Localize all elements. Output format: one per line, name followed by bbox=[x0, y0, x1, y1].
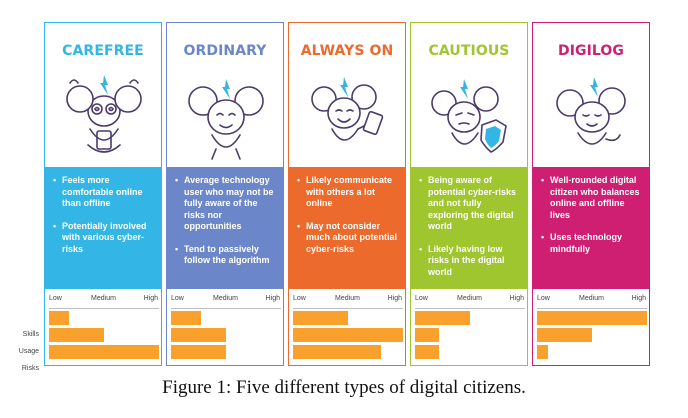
level-scale: Low Medium High bbox=[167, 289, 283, 367]
tick-high: High bbox=[631, 295, 646, 302]
bullet-point: Likely having low risks in the digital w… bbox=[419, 244, 521, 279]
tick-low: Low bbox=[171, 295, 184, 302]
bullet-point: Likely communicate with others a lot onl… bbox=[297, 175, 399, 210]
bullet-point: Feels more comfortable online than offli… bbox=[53, 175, 155, 210]
bullet-point: Potentially involved with various cyber-… bbox=[53, 221, 155, 256]
level-scale: Low Medium High bbox=[45, 289, 161, 367]
level-bars bbox=[49, 308, 159, 363]
mouse-mascot-smiling-icon bbox=[188, 79, 264, 160]
tick-high: High bbox=[387, 295, 402, 302]
digital-citizen-types-figure: Skills Usage Risks CAREFREE Feels more c… bbox=[19, 22, 650, 372]
type-title: CAREFREE bbox=[62, 43, 144, 59]
figure-caption: Figure 1: Five different types of digita… bbox=[162, 377, 526, 398]
tick-low: Low bbox=[537, 295, 550, 302]
row-label-risks: Risks bbox=[21, 365, 39, 372]
type-description: Likely communicate with others a lot onl… bbox=[289, 167, 405, 289]
skills-bar bbox=[293, 311, 348, 325]
risks-bar bbox=[537, 345, 548, 359]
tick-medium: Medium bbox=[213, 295, 238, 302]
risks-bar bbox=[415, 345, 440, 359]
type-column-digilog: DIGILOG Well-rounded digital citizen who… bbox=[532, 22, 650, 366]
scale-ticks: Low Medium High bbox=[49, 295, 158, 305]
type-title: ORDINARY bbox=[183, 43, 267, 59]
tick-high: High bbox=[143, 295, 158, 302]
tick-medium: Medium bbox=[579, 295, 604, 302]
type-title: CAUTIOUS bbox=[428, 43, 510, 59]
type-description: Well-rounded digital citizen who balance… bbox=[533, 167, 649, 289]
axis-line bbox=[293, 308, 403, 309]
tick-medium: Medium bbox=[91, 295, 116, 302]
tick-low: Low bbox=[49, 295, 62, 302]
risks-bar bbox=[293, 345, 381, 359]
type-column-always-on: ALWAYS ON Likely communicate with others… bbox=[288, 22, 406, 366]
tick-low: Low bbox=[293, 295, 306, 302]
axis-line bbox=[415, 308, 525, 309]
bullet-point: May not consider much about potential cy… bbox=[297, 221, 399, 256]
bullet-point: Tend to passively follow the algorithm bbox=[175, 244, 277, 267]
tick-low: Low bbox=[415, 295, 428, 302]
type-column-cautious: CAUTIOUS Being aware of potential cyber-… bbox=[410, 22, 528, 366]
level-bars bbox=[171, 308, 281, 363]
mouse-mascot-content-icon bbox=[556, 77, 626, 145]
tick-medium: Medium bbox=[335, 295, 360, 302]
mouse-mascot-phone-icon bbox=[311, 77, 384, 141]
level-bars bbox=[537, 308, 647, 363]
bullet-point: Well-rounded digital citizen who balance… bbox=[541, 175, 643, 221]
type-description: Being aware of potential cyber-risks and… bbox=[411, 167, 527, 289]
type-column-ordinary: ORDINARY Average technology user who may… bbox=[166, 22, 284, 366]
type-title: ALWAYS ON bbox=[300, 43, 394, 59]
scale-ticks: Low Medium High bbox=[537, 295, 646, 305]
scale-ticks: Low Medium High bbox=[293, 295, 402, 305]
usage-bar bbox=[537, 328, 592, 342]
usage-bar bbox=[49, 328, 104, 342]
type-description: Average technology user who may not be f… bbox=[167, 167, 283, 289]
bullet-point: Average technology user who may not be f… bbox=[175, 175, 277, 233]
bullet-point: Uses technology mindfully bbox=[541, 232, 643, 255]
risks-bar bbox=[49, 345, 159, 359]
skills-bar bbox=[537, 311, 647, 325]
row-label-usage: Usage bbox=[18, 348, 39, 355]
scale-ticks: Low Medium High bbox=[415, 295, 524, 305]
usage-bar bbox=[415, 328, 440, 342]
tick-high: High bbox=[265, 295, 280, 302]
tick-high: High bbox=[509, 295, 524, 302]
level-bars bbox=[415, 308, 525, 363]
level-bars bbox=[293, 308, 403, 363]
axis-line bbox=[537, 308, 647, 309]
scale-ticks: Low Medium High bbox=[171, 295, 280, 305]
risks-bar bbox=[171, 345, 226, 359]
bullet-point: Being aware of potential cyber-risks and… bbox=[419, 175, 521, 233]
usage-bar bbox=[171, 328, 226, 342]
row-label-skills: Skills bbox=[22, 331, 39, 338]
type-title: DIGILOG bbox=[557, 43, 625, 59]
level-scale: Low Medium High bbox=[289, 289, 405, 367]
level-scale: Low Medium High bbox=[411, 289, 527, 367]
tick-medium: Medium bbox=[457, 295, 482, 302]
skills-bar bbox=[171, 311, 201, 325]
type-column-carefree: CAREFREE Feels more comfortable online t… bbox=[44, 22, 162, 366]
mouse-mascot-dizzy-icon bbox=[66, 75, 142, 153]
level-scale: Low Medium High bbox=[533, 289, 649, 367]
skills-bar bbox=[415, 311, 470, 325]
axis-line bbox=[49, 308, 159, 309]
axis-line bbox=[171, 308, 281, 309]
mouse-mascot-shield-icon bbox=[431, 79, 507, 153]
skills-bar bbox=[49, 311, 69, 325]
usage-bar bbox=[293, 328, 403, 342]
type-description: Feels more comfortable online than offli… bbox=[45, 167, 161, 289]
